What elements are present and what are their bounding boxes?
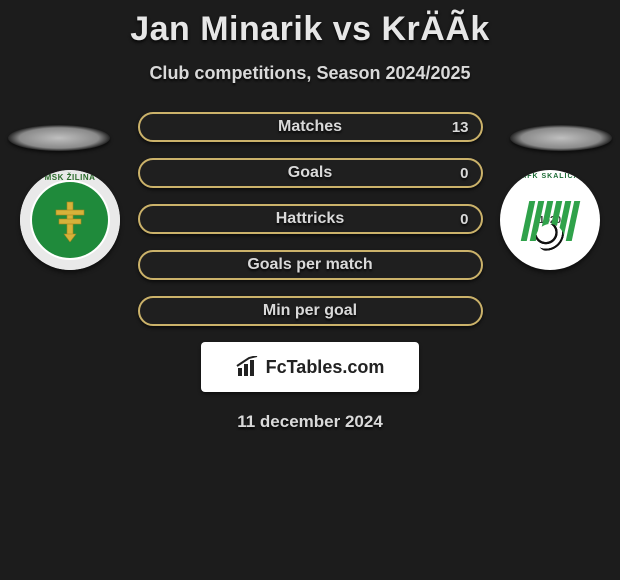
brand-text: FcTables.com: [266, 357, 385, 378]
stat-label: Matches: [140, 114, 481, 140]
stat-row-hattricks: Hattricks 0: [138, 204, 483, 234]
stat-row-matches: Matches 13: [138, 112, 483, 142]
brand-chart-icon: [236, 356, 260, 378]
player-halo-right: [510, 125, 612, 151]
stat-value-right: 0: [460, 206, 468, 232]
stat-label: Min per goal: [140, 298, 481, 324]
stat-value-right: 13: [452, 114, 469, 140]
stat-value-right: 0: [460, 160, 468, 186]
page-title: Jan Minarik vs KrÄÃk: [0, 0, 620, 49]
zilina-cross-icon: [48, 198, 92, 242]
soccer-ball-icon: [536, 224, 564, 252]
stats-container: Matches 13 Goals 0 Hattricks 0 Goals per…: [138, 112, 483, 326]
date-text: 11 december 2024: [0, 412, 620, 432]
crest-left-arc-text: MSK ŽILINA: [20, 173, 120, 182]
stat-row-goals-per-match: Goals per match: [138, 250, 483, 280]
stat-label: Goals: [140, 160, 481, 186]
stat-row-goals: Goals 0: [138, 158, 483, 188]
season-subtitle: Club competitions, Season 2024/2025: [0, 63, 620, 84]
player-halo-left: [8, 125, 110, 151]
brand-box: FcTables.com: [201, 342, 419, 392]
stat-label: Hattricks: [140, 206, 481, 232]
stat-label: Goals per match: [140, 252, 481, 278]
stat-row-min-per-goal: Min per goal: [138, 296, 483, 326]
club-crest-left: MSK ŽILINA: [20, 170, 120, 270]
club-crest-right: MFK SKALICA 1920: [500, 170, 600, 270]
